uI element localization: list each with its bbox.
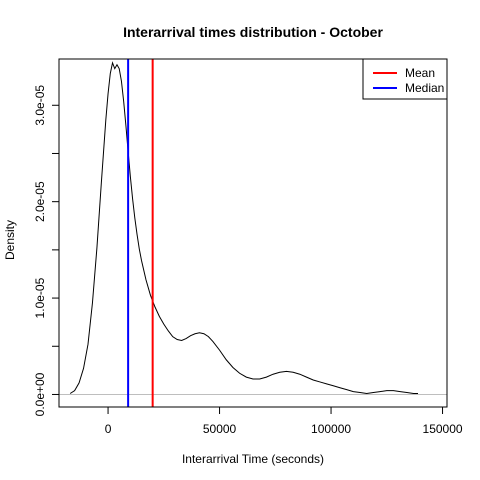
legend-entry-median: Median — [405, 81, 444, 95]
x-tick-label: 50000 — [203, 422, 237, 436]
y-tick-label: 3.0e-05 — [33, 85, 47, 126]
plot-frame — [58, 58, 448, 408]
x-tick-label: 100000 — [311, 422, 351, 436]
legend-entry-mean: Mean — [405, 66, 435, 80]
y-tick-label: 1.0e-05 — [33, 277, 47, 318]
y-tick-label: 0.0e+00 — [33, 372, 47, 416]
x-axis-label: Interarrival Time (seconds) — [182, 452, 324, 466]
density-curve-0 — [69, 61, 419, 395]
axes: 0 50000 100000 150000 0.0e+00 1.0e-05 2.0e-05 3… — [33, 58, 463, 436]
x-tick-label: 0 — [105, 422, 112, 436]
legend-box — [362, 58, 448, 100]
y-axis-label: Density — [3, 220, 17, 260]
y-axis: 0.0e+00 1.0e-05 2.0e-05 3.0e-05 — [33, 85, 60, 416]
y-tick-label: 2.0e-05 — [33, 181, 47, 222]
plot-area — [59, 59, 447, 407]
chart-title: Interarrival times distribution - Octobe… — [123, 24, 383, 40]
x-tick-label: 150000 — [423, 422, 463, 436]
x-axis: 0 50000 100000 150000 — [105, 406, 463, 436]
